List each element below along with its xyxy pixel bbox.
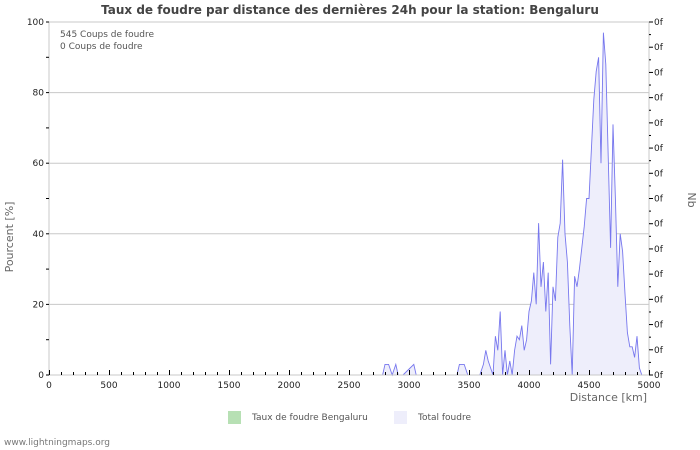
y-tick-label: 0 bbox=[38, 371, 44, 381]
legend-swatch-total bbox=[394, 411, 407, 424]
strike-count-total: 545 Coups de foudre bbox=[60, 30, 155, 40]
y2-tick-label: 0f bbox=[654, 220, 664, 230]
chart-title: Taux de foudre par distance des dernière… bbox=[101, 3, 599, 17]
y2-tick-label: 0f bbox=[654, 195, 664, 205]
x-tick-label: 3500 bbox=[458, 381, 481, 391]
y2-tick-label: 0f bbox=[654, 119, 664, 129]
y2-tick-label: 0f bbox=[654, 245, 664, 255]
y-tick-label: 60 bbox=[33, 159, 45, 169]
x-tick-label: 500 bbox=[100, 381, 117, 391]
total-foudre-fill bbox=[382, 32, 649, 375]
y2-tick-label: 0f bbox=[654, 144, 664, 154]
y-tick-label: 100 bbox=[27, 18, 44, 28]
x-tick-label: 2000 bbox=[278, 381, 301, 391]
x-tick-label: 3000 bbox=[398, 381, 421, 391]
y2-tick-label: 0f bbox=[654, 270, 664, 280]
y2-tick-label: 0f bbox=[654, 94, 664, 104]
axes: 0 500 1000 1500 2000 2500 3000 3500 4000 4500 5000… bbox=[27, 18, 664, 391]
x-tick-label: 1500 bbox=[218, 381, 241, 391]
total-foudre-area bbox=[382, 32, 649, 377]
y2-tick-label: 0f bbox=[654, 346, 664, 356]
y2-axis-title: Nb bbox=[685, 192, 698, 207]
x-axis-title: Distance [km] bbox=[570, 391, 647, 404]
y-tick-label: 40 bbox=[33, 230, 45, 240]
x-tick-label: 2500 bbox=[338, 381, 361, 391]
footer-credit: www.lightningmaps.org bbox=[4, 438, 110, 448]
x-tick-label: 0 bbox=[46, 381, 52, 391]
legend-item-station: Taux de foudre Bengaluru bbox=[228, 411, 368, 424]
y2-tick-label: 0f bbox=[654, 371, 664, 381]
y2-tick-label: 0f bbox=[654, 68, 664, 78]
y-tick-label: 80 bbox=[33, 89, 45, 99]
x-tick-label: 1000 bbox=[158, 381, 181, 391]
legend-label-station: Taux de foudre Bengaluru bbox=[252, 412, 368, 423]
x-tick-label: 4000 bbox=[518, 381, 541, 391]
y2-tick-label: 0f bbox=[654, 295, 664, 305]
y-tick-label: 20 bbox=[33, 300, 45, 310]
x-tick-label: 5000 bbox=[638, 381, 661, 391]
legend-label-total: Total foudre bbox=[418, 412, 472, 423]
y2-tick-label: 0f bbox=[654, 18, 664, 28]
y-axis-title: Pourcent [%] bbox=[3, 202, 16, 273]
legend-item-total: Total foudre bbox=[394, 411, 471, 424]
y2-tick-label: 0f bbox=[654, 43, 664, 53]
y2-tick-label: 0f bbox=[654, 321, 664, 331]
legend-swatch-station bbox=[228, 411, 241, 424]
strike-count-station: 0 Coups de foudre bbox=[60, 42, 143, 52]
y2-tick-label: 0f bbox=[654, 169, 664, 179]
x-tick-label: 4500 bbox=[578, 381, 601, 391]
